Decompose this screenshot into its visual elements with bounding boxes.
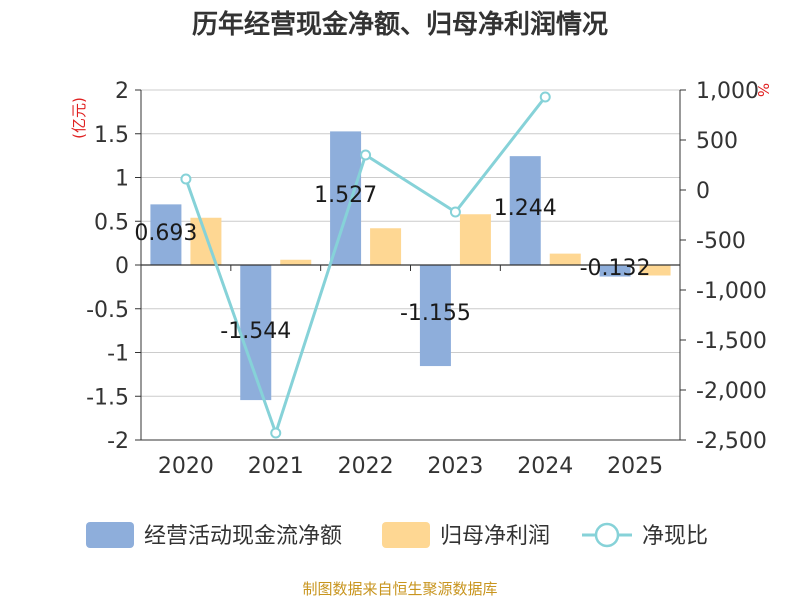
point-ratio (360, 149, 372, 161)
data-label-cashflow: 0.693 (134, 221, 197, 246)
right-tick-label: 1,000 (696, 79, 759, 104)
bar-netprofit (549, 253, 581, 265)
left-tick-label: 0.5 (94, 210, 129, 235)
legend-swatch-netprofit (382, 522, 430, 548)
left-tick-label: 0 (115, 254, 129, 279)
bar-cashflow (150, 204, 182, 265)
bar-netprofit (639, 265, 671, 276)
category-label: 2024 (517, 454, 573, 479)
bar-netprofit (190, 217, 222, 265)
legend-label-cashflow: 经营活动现金流净额 (144, 524, 342, 549)
right-tick-label: -1,000 (696, 279, 767, 304)
legend-swatch-cashflow (86, 522, 134, 548)
category-label: 2020 (158, 454, 214, 479)
data-label-cashflow: -0.132 (580, 256, 651, 281)
bar-cashflow (419, 265, 451, 367)
left-tick-label: 1 (115, 167, 129, 192)
category-label: 2023 (427, 454, 483, 479)
right-tick-label: 500 (696, 129, 738, 154)
data-label-cashflow: -1.155 (400, 301, 471, 326)
bar-cashflow (599, 265, 631, 277)
right-tick-label: -500 (696, 229, 746, 254)
left-tick-label: -2 (107, 429, 129, 454)
legend: 经营活动现金流净额 归母净利润 净现比 (86, 522, 708, 549)
category-label: 2021 (248, 454, 304, 479)
bar-cashflow (330, 131, 362, 265)
left-tick-label: 1.5 (94, 123, 129, 148)
data-label-cashflow: 1.244 (494, 196, 557, 221)
line-series (180, 91, 551, 439)
left-tick-label: 2 (115, 79, 129, 104)
right-tick-label: -2,000 (696, 379, 767, 404)
bar-netprofit (280, 259, 312, 265)
data-label-cashflow: -1.544 (220, 319, 291, 344)
legend-label-ratio: 净现比 (642, 524, 708, 549)
chart-title: 历年经营现金净额、归母净利润情况 (192, 9, 608, 40)
left-tick-label: -1 (107, 342, 129, 367)
right-tick-label: 0 (696, 179, 710, 204)
left-tick-label: -1.5 (86, 385, 129, 410)
point-ratio (270, 427, 282, 439)
data-labels: 0.693 -1.544 1.527 -1.155 1.244 -0.132 (134, 183, 650, 344)
point-ratio (539, 91, 551, 103)
category-label: 2022 (338, 454, 394, 479)
bar-netprofit (370, 228, 402, 265)
legend-marker-ratio (594, 522, 620, 548)
category-label: 2025 (607, 454, 663, 479)
point-ratio (449, 206, 461, 218)
axes: 2 1.5 1 0.5 0 -0.5 -1 -1.5 -2 1,000 500 0 -500 -1,000… (86, 79, 767, 479)
bar-netprofit (459, 214, 491, 265)
right-tick-label: -1,500 (696, 329, 767, 354)
legend-label-netprofit: 归母净利润 (440, 524, 550, 549)
source-note: 制图数据来自恒生聚源数据库 (302, 580, 497, 598)
bars (150, 131, 671, 401)
right-tick-label: -2,500 (696, 429, 767, 454)
data-label-cashflow: 1.527 (314, 183, 377, 208)
point-ratio (180, 173, 192, 185)
left-axis-unit: (亿元) (70, 97, 88, 139)
right-axis-unit: % (754, 83, 772, 97)
bar-cashflow (509, 156, 541, 265)
left-tick-label: -0.5 (86, 298, 129, 323)
